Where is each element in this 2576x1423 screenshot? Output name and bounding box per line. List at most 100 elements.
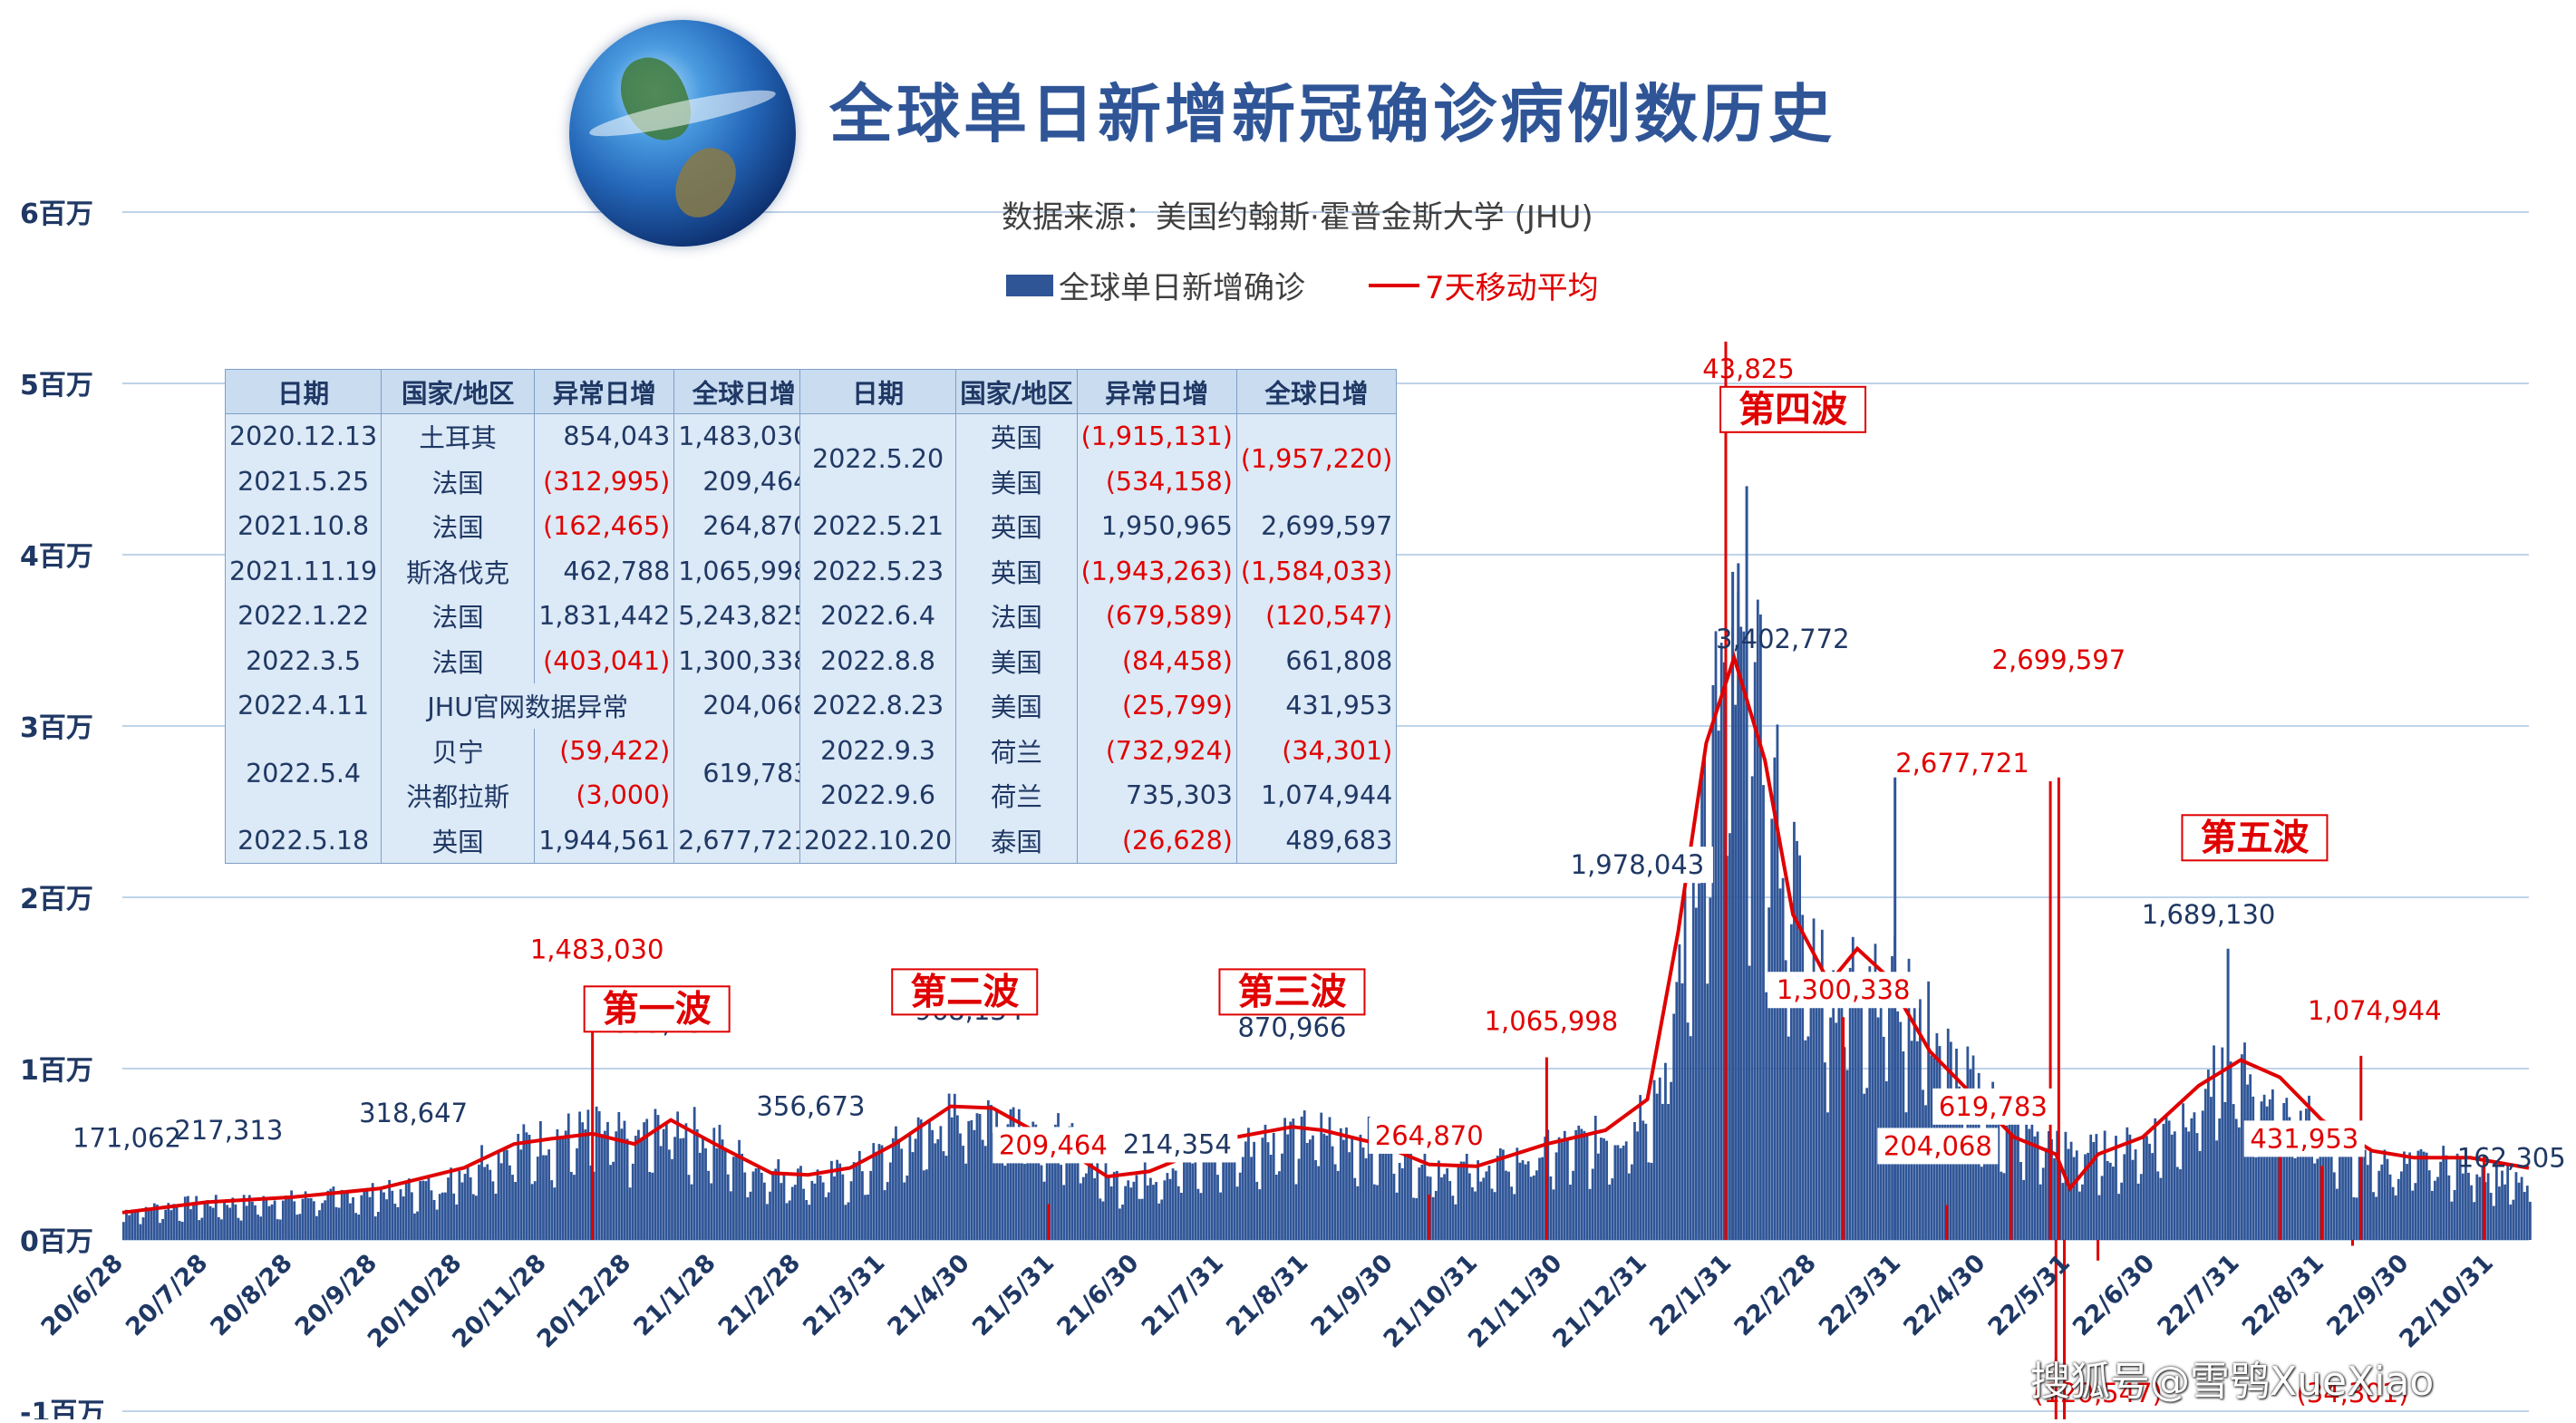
daily-bar — [1062, 1185, 1066, 1240]
daily-bar — [1798, 855, 1802, 1240]
daily-bar — [530, 1184, 534, 1240]
value-label-bg — [1561, 847, 1713, 884]
daily-bar — [505, 1149, 508, 1240]
daily-bar — [1554, 1152, 1558, 1240]
daily-bar — [159, 1223, 161, 1240]
daily-bar — [1096, 1162, 1099, 1240]
daily-bar — [2414, 1183, 2417, 1240]
daily-bar — [2366, 1165, 2369, 1240]
daily-bar — [1952, 1091, 1955, 1240]
daily-bar — [990, 1105, 993, 1240]
daily-bar — [1124, 1186, 1127, 1240]
daily-bar — [844, 1205, 847, 1240]
x-tick-label: 21/5/31 — [967, 1249, 1060, 1341]
daily-bar — [762, 1182, 766, 1240]
daily-bar — [1138, 1198, 1141, 1240]
daily-bar — [1516, 1147, 1519, 1240]
daily-bar — [2103, 1130, 2106, 1240]
daily-bar — [659, 1146, 663, 1240]
daily-bar — [2131, 1159, 2135, 1240]
daily-bar — [1009, 1108, 1012, 1240]
daily-bar — [1076, 1138, 1080, 1240]
table-cell: 法国 — [381, 504, 536, 549]
daily-bar — [905, 1176, 909, 1240]
daily-bar — [1650, 1163, 1653, 1240]
table-cell: 2022.1.22 — [224, 594, 383, 639]
daily-bar — [404, 1181, 408, 1240]
daily-bar — [816, 1169, 819, 1240]
table-cell: 209,464 — [673, 459, 815, 504]
daily-bar — [2467, 1172, 2470, 1240]
daily-bar — [536, 1157, 539, 1240]
daily-bar — [643, 1122, 645, 1240]
daily-bar — [2369, 1151, 2372, 1240]
table-cell: 泰国 — [955, 818, 1078, 864]
daily-bar — [1426, 1176, 1429, 1240]
daily-bar — [1703, 751, 1707, 1240]
tall-bar — [2226, 948, 2230, 1240]
wave-label: 第一波 — [603, 988, 712, 1030]
daily-bar — [981, 1139, 984, 1240]
daily-bar — [1787, 1036, 1790, 1240]
daily-bar — [217, 1217, 220, 1240]
daily-bar — [841, 1174, 845, 1240]
daily-bar — [1230, 1132, 1234, 1240]
x-tick-label: 21/3/31 — [798, 1249, 890, 1341]
daily-bar — [1348, 1152, 1351, 1240]
daily-bar — [2478, 1176, 2482, 1240]
daily-bar — [466, 1165, 470, 1240]
table-cell: 619,783 — [673, 728, 815, 818]
daily-bar — [144, 1206, 148, 1240]
table-cell: 735,303 — [1076, 773, 1237, 818]
daily-bar — [942, 1151, 945, 1240]
daily-bar — [1557, 1137, 1561, 1240]
daily-bar — [427, 1176, 431, 1240]
daily-bar — [1806, 1036, 1810, 1240]
daily-bar — [1815, 994, 1818, 1240]
daily-bar — [2148, 1143, 2151, 1240]
value-label-bg — [1369, 1117, 1490, 1154]
daily-bar — [712, 1128, 716, 1240]
daily-bar — [295, 1215, 299, 1240]
daily-bar — [432, 1200, 436, 1240]
table-cell: (84,458) — [1076, 638, 1237, 683]
daily-bar — [645, 1118, 649, 1240]
daily-bar — [136, 1209, 140, 1240]
daily-bar — [955, 1115, 959, 1240]
daily-bar — [2492, 1205, 2495, 1240]
daily-bar — [849, 1181, 853, 1240]
daily-bar — [363, 1189, 366, 1240]
daily-bar — [1756, 599, 1759, 1240]
daily-bar — [2028, 1128, 2031, 1240]
daily-bar — [1020, 1157, 1023, 1240]
daily-bar — [1784, 960, 1787, 1240]
daily-bar — [1566, 1140, 1569, 1240]
daily-bar — [1152, 1185, 1155, 1240]
daily-bar — [2341, 1146, 2344, 1240]
daily-bar — [1278, 1171, 1281, 1240]
table-cell: 斯洛伐克 — [381, 548, 536, 594]
daily-bar — [746, 1197, 750, 1240]
daily-bar — [2019, 1162, 2022, 1240]
daily-bar — [2117, 1194, 2120, 1240]
daily-bar — [410, 1192, 413, 1240]
daily-bar — [1896, 1011, 1900, 1240]
daily-bar — [1636, 1131, 1639, 1240]
daily-bar — [721, 1139, 724, 1240]
daily-bar — [2514, 1172, 2518, 1240]
daily-bar — [1535, 1170, 1538, 1240]
daily-bar — [2299, 1110, 2302, 1240]
daily-bar — [1714, 631, 1718, 1240]
daily-bar — [198, 1220, 201, 1240]
daily-bar — [1459, 1161, 1463, 1240]
table-cell: 204,068 — [673, 683, 815, 729]
table-row: 2022.1.22 法国 1,831,442 5,243,825 — [224, 594, 815, 639]
daily-bar — [1767, 907, 1771, 1240]
table-cell: 2022.5.20 — [799, 413, 957, 504]
daily-bar — [273, 1200, 276, 1240]
daily-bar — [2274, 1132, 2277, 1240]
daily-bar — [1390, 1149, 1393, 1240]
daily-bar — [1655, 1093, 1659, 1240]
daily-bar — [1244, 1141, 1247, 1240]
daily-bar — [226, 1205, 229, 1240]
